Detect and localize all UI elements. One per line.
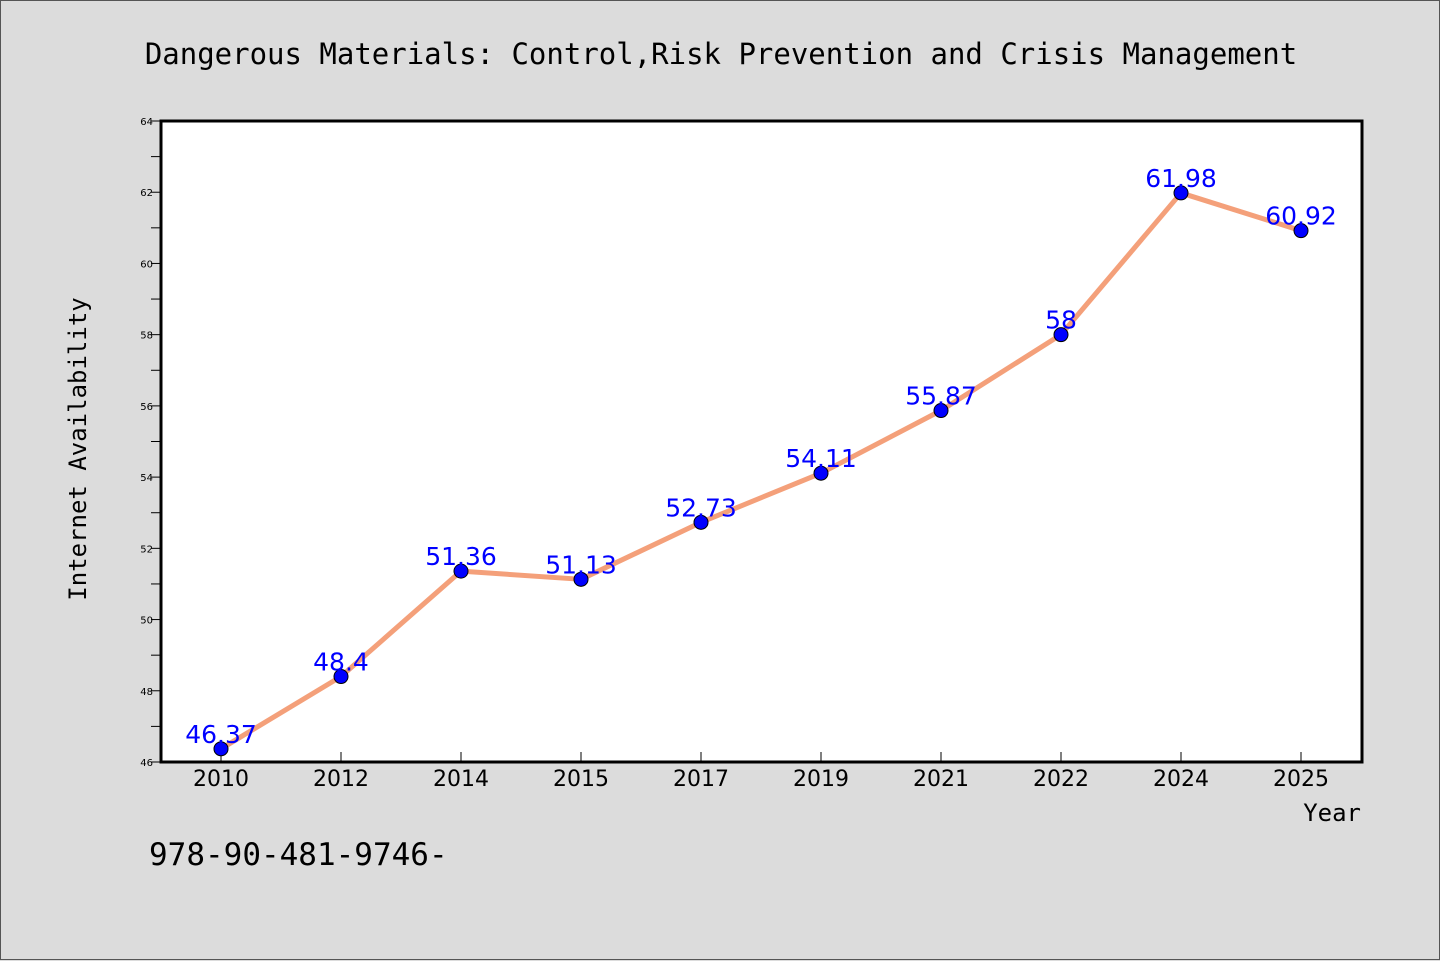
- y-tick-label: 54: [140, 473, 153, 484]
- series-line: [219, 190, 1302, 751]
- x-tick-label: 2024: [1153, 767, 1209, 792]
- y-tick-label: 62: [140, 188, 153, 199]
- x-tick-label: 2014: [433, 767, 489, 792]
- data-label: 51.36: [425, 542, 497, 571]
- data-labels: 46.37 48.4 51.36 51.13 52.73 54.11 55.87 58 61.9…: [185, 164, 1337, 749]
- y-tick-label: 48: [140, 687, 153, 698]
- data-point: [333, 669, 349, 685]
- data-label: 52.73: [665, 493, 737, 522]
- x-tick-label: 2010: [193, 767, 249, 792]
- data-label: 61.98: [1145, 164, 1217, 193]
- data-label: 58: [1045, 306, 1077, 335]
- x-axis-title: Year: [1303, 799, 1361, 827]
- data-point: [1173, 185, 1189, 201]
- x-tick-label: 2019: [793, 767, 849, 792]
- data-point: [1293, 223, 1309, 239]
- y-axis: 46 48 50 52 54 56 58 60 62 64: [140, 117, 161, 769]
- data-label: 55.87: [905, 382, 977, 411]
- footnote: 978-90-481-9746-: [149, 837, 448, 873]
- chart-title: Dangerous Materials: Control,Risk Preven…: [145, 37, 1297, 71]
- y-tick-label: 60: [140, 259, 153, 270]
- data-point: [1053, 327, 1069, 343]
- y-tick-label: 64: [140, 117, 153, 128]
- data-markers: [213, 185, 1309, 757]
- x-axis: 2010 2012 2014 2015 2017 2019 2021 2022 2024 2025: [193, 752, 1329, 792]
- x-tick-label: 2017: [673, 767, 729, 792]
- y-tick-label: 52: [140, 544, 153, 555]
- data-label: 46.37: [185, 720, 257, 749]
- data-point: [813, 465, 829, 481]
- y-tick-label: 50: [140, 616, 153, 627]
- data-label: 54.11: [785, 444, 857, 473]
- data-label: 51.13: [545, 550, 617, 579]
- data-point: [693, 514, 709, 530]
- y-tick-label: 56: [140, 402, 153, 413]
- data-point: [933, 403, 949, 419]
- data-point: [453, 563, 469, 579]
- y-axis-title: Internet Availability: [64, 297, 92, 600]
- data-point: [213, 741, 229, 757]
- x-tick-label: 2021: [913, 767, 969, 792]
- x-tick-label: 2025: [1273, 767, 1329, 792]
- data-label: 48.4: [313, 648, 369, 677]
- x-tick-label: 2015: [553, 767, 609, 792]
- y-tick-label: 58: [140, 331, 153, 342]
- data-label: 60.92: [1265, 202, 1337, 231]
- y-tick-label: 46: [140, 758, 153, 769]
- data-point: [573, 571, 589, 587]
- x-tick-label: 2012: [313, 767, 369, 792]
- plot-area: [159, 119, 1364, 764]
- x-tick-label: 2022: [1033, 767, 1089, 792]
